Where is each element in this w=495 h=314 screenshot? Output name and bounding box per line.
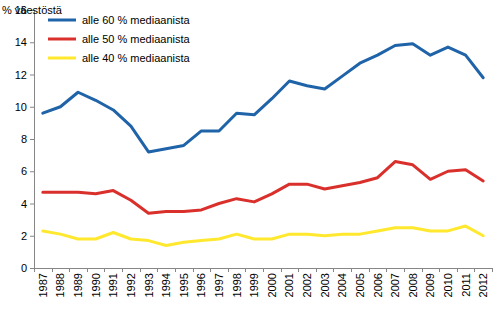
y-axis-label: % väestöstä xyxy=(2,4,63,16)
x-tick xyxy=(104,268,105,272)
y-tick-label: 14 xyxy=(15,36,27,48)
x-tick-label: 1995 xyxy=(178,273,190,297)
legend-label: alle 40 % mediaanista xyxy=(82,52,191,64)
x-tick xyxy=(316,268,317,272)
chart-container: 0246810121416198719881989199019911992199… xyxy=(0,0,495,314)
x-tick-label: 1991 xyxy=(107,273,119,297)
x-tick xyxy=(457,268,458,272)
x-tick-label: 1989 xyxy=(72,273,84,297)
x-tick xyxy=(157,268,158,272)
x-tick xyxy=(228,268,229,272)
x-tick-label: 2011 xyxy=(460,273,472,297)
series-line xyxy=(43,44,483,152)
x-tick-label: 2007 xyxy=(389,273,401,297)
y-tick xyxy=(30,139,34,140)
y-tick-label: 2 xyxy=(21,230,27,242)
y-tick xyxy=(30,171,34,172)
plot-area xyxy=(43,44,483,246)
x-tick-label: 1993 xyxy=(143,273,155,297)
x-tick xyxy=(245,268,246,272)
x-tick xyxy=(34,268,35,272)
x-tick-label: 2008 xyxy=(407,273,419,297)
x-tick-label: 2005 xyxy=(354,273,366,297)
y-tick-label: 6 xyxy=(21,165,27,177)
x-tick-label: 2000 xyxy=(266,273,278,297)
y-tick-label: 10 xyxy=(15,101,27,113)
x-tick-label: 2002 xyxy=(301,273,313,297)
x-tick-label: 2010 xyxy=(442,273,454,297)
y-tick-label: 4 xyxy=(21,198,27,210)
x-tick-label: 2009 xyxy=(424,273,436,297)
x-tick xyxy=(474,268,475,272)
legend-swatch xyxy=(48,57,76,60)
x-tick-label: 1994 xyxy=(160,273,172,297)
legend-swatch xyxy=(48,38,76,41)
y-tick-label: 0 xyxy=(21,262,27,274)
y-tick xyxy=(30,268,34,269)
x-tick xyxy=(404,268,405,272)
x-tick xyxy=(422,268,423,272)
x-tick xyxy=(281,268,282,272)
x-tick xyxy=(351,268,352,272)
x-tick xyxy=(122,268,123,272)
y-tick xyxy=(30,236,34,237)
x-tick-label: 1987 xyxy=(37,273,49,297)
x-tick-label: 2003 xyxy=(319,273,331,297)
x-tick xyxy=(87,268,88,272)
y-tick xyxy=(30,204,34,205)
x-tick-label: 1988 xyxy=(54,273,66,297)
legend-label: alle 60 % mediaanista xyxy=(82,14,191,26)
y-tick-label: 12 xyxy=(15,69,27,81)
x-tick xyxy=(333,268,334,272)
x-tick xyxy=(52,268,53,272)
x-tick xyxy=(69,268,70,272)
x-tick-label: 2006 xyxy=(372,273,384,297)
x-tick-label: 1997 xyxy=(213,273,225,297)
x-tick xyxy=(386,268,387,272)
x-tick-label: 2001 xyxy=(283,273,295,297)
legend-label: alle 50 % mediaanista xyxy=(82,33,191,45)
x-tick-label: 2012 xyxy=(477,273,489,297)
y-tick xyxy=(30,75,34,76)
x-tick-label: 2004 xyxy=(336,273,348,297)
x-tick xyxy=(369,268,370,272)
chart-svg: 0246810121416198719881989199019911992199… xyxy=(0,0,495,314)
x-tick xyxy=(492,268,493,272)
y-tick-label: 8 xyxy=(21,133,27,145)
x-tick-label: 1992 xyxy=(125,273,137,297)
x-tick xyxy=(263,268,264,272)
series-line xyxy=(43,226,483,245)
x-tick xyxy=(140,268,141,272)
x-tick xyxy=(175,268,176,272)
y-axis xyxy=(34,10,35,268)
x-tick-label: 1998 xyxy=(231,273,243,297)
x-tick-label: 1999 xyxy=(248,273,260,297)
x-tick-label: 1996 xyxy=(195,273,207,297)
x-tick-label: 1990 xyxy=(90,273,102,297)
x-tick xyxy=(298,268,299,272)
x-tick xyxy=(439,268,440,272)
x-tick xyxy=(210,268,211,272)
legend-swatch xyxy=(48,19,76,22)
series-line xyxy=(43,162,483,214)
y-tick xyxy=(30,42,34,43)
x-tick xyxy=(193,268,194,272)
y-tick xyxy=(30,107,34,108)
